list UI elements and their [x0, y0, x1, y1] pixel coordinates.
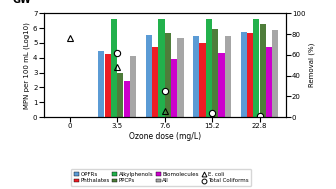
- Bar: [206, 19, 212, 117]
- Y-axis label: MPN per 100 mL (Log10): MPN per 100 mL (Log10): [24, 22, 30, 109]
- Bar: [193, 36, 199, 117]
- Bar: [98, 51, 104, 117]
- Bar: [130, 56, 136, 117]
- Bar: [266, 47, 272, 117]
- Bar: [146, 35, 152, 117]
- Bar: [218, 53, 225, 117]
- Text: GW: GW: [12, 0, 31, 5]
- Bar: [177, 39, 183, 117]
- Bar: [225, 36, 231, 117]
- Y-axis label: Removal (%): Removal (%): [308, 43, 314, 87]
- Bar: [171, 59, 177, 117]
- Bar: [260, 24, 266, 117]
- X-axis label: Ozone dose (mg/L): Ozone dose (mg/L): [129, 132, 201, 141]
- Bar: [241, 32, 247, 117]
- Bar: [104, 54, 111, 117]
- Bar: [272, 29, 279, 117]
- Bar: [124, 81, 130, 117]
- Legend: OPFRs, Phthalates, Alkylphenols, PPCPs, Biomolecules, All, E. coli, Total Colifo: OPFRs, Phthalates, Alkylphenols, PPCPs, …: [71, 169, 251, 186]
- Bar: [158, 19, 165, 117]
- Bar: [247, 33, 253, 117]
- Bar: [117, 73, 123, 117]
- Bar: [212, 29, 218, 117]
- Bar: [200, 43, 206, 117]
- Bar: [253, 19, 259, 117]
- Bar: [152, 47, 158, 117]
- Bar: [111, 19, 117, 117]
- Bar: [165, 33, 171, 117]
